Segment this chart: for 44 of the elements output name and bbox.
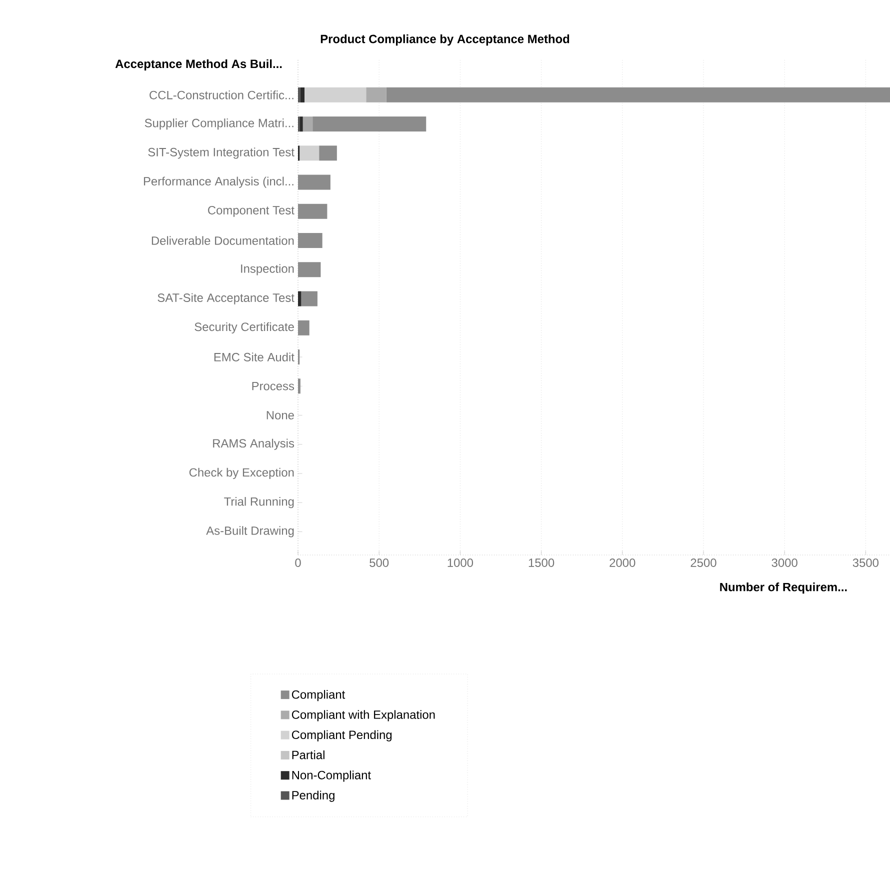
chart-title: Product Compliance by Acceptance Method [320,34,570,46]
bar [300,146,320,161]
y-tick-label: As-Built Drawing [206,526,294,538]
y-tick-label: Security Certificate [194,322,294,334]
y-tick-label: Performance Analysis (incl... [144,176,294,188]
y-axis-title: Acceptance Method As Buil... [115,59,282,70]
y-tick-label: Deliverable Documentation [152,236,294,245]
x-tick-label: 500 [370,558,389,567]
bar [304,87,366,102]
x-axis-title: Number of Requirem... [720,582,847,594]
x-tick-label: 3000 [772,558,798,567]
bar [301,291,318,306]
bar [386,87,890,102]
y-tick-label: SIT-System Integration Test [148,148,294,159]
x-tick-label: 2000 [610,558,636,567]
legend-label: Partial [292,750,324,760]
y-tick-label: Check by Exception [189,468,294,480]
legend-label: Compliant [292,690,346,702]
x-tick-label: 1500 [528,558,554,567]
y-tick-label: EMC Site Audit [214,352,294,362]
y-tick-label: SAT-Site Acceptance Test [158,293,294,304]
x-tick-label: 2500 [690,558,716,567]
y-tick-label: Supplier Compliance Matri... [144,118,294,130]
bar [366,87,386,102]
y-tick-label: Trial Running [224,497,294,508]
y-tick-label: CCL-Construction Certific... [150,90,294,100]
legend-label: Pending [292,790,334,802]
bar [302,116,313,132]
x-tick-label: 1000 [448,558,474,567]
bar [300,87,304,102]
legend-label: Compliant Pending [292,730,392,742]
legend-label: Compliant with Explanation [292,710,435,722]
y-tick-label: RAMS Analysis [213,438,294,450]
y-tick-label: None [266,411,294,420]
y-tick-label: Inspection [241,264,294,276]
bar [319,146,337,161]
x-tick-label: 3500 [852,558,879,567]
bar [298,291,302,306]
legend-label: Non-Compliant [292,770,371,782]
x-tick-label: 0 [295,558,301,567]
bar [300,116,303,132]
bar [312,116,426,132]
y-tick-label: Component Test [208,206,294,217]
y-tick-label: Process [252,382,294,390]
